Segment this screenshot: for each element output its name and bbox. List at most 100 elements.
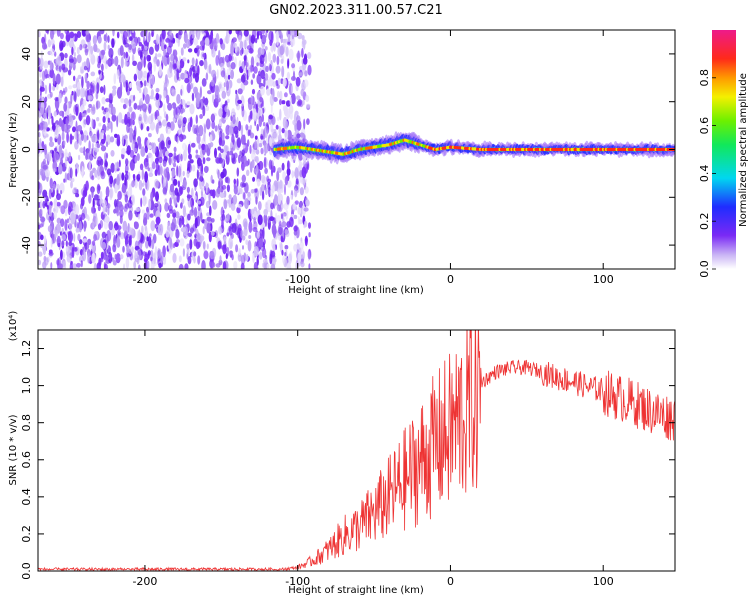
noise-speckle [64,148,68,160]
noise-speckle [296,95,301,101]
noise-speckle [199,45,205,51]
noise-speckle [71,46,74,56]
noise-speckle [198,171,204,178]
noise-speckle [223,145,229,153]
noise-speckle [142,188,146,196]
noise-speckle [61,234,66,241]
noise-speckle [254,140,258,149]
noise-speckle [84,90,88,97]
noise-speckle [193,251,197,257]
noise-speckle [90,131,93,139]
noise-speckle [144,51,149,56]
noise-speckle [180,72,186,80]
noise-speckle [137,105,140,110]
noise-speckle [105,186,110,198]
noise-speckle [289,96,293,107]
noise-speckle [116,236,121,248]
noise-speckle [91,118,94,129]
noise-speckle [251,30,257,39]
noise-speckle [243,192,246,200]
noise-speckle [58,144,63,155]
noise-speckle [284,92,288,98]
noise-speckle [106,230,112,242]
noise-speckle [210,231,215,237]
noise-speckle [226,68,232,75]
colorbar-tick-label: 0.2 [698,212,711,230]
noise-speckle [121,134,125,146]
noise-speckle [159,36,162,47]
noise-speckle [186,194,192,199]
noise-speckle [71,63,75,68]
noise-speckle [171,168,176,178]
noise-speckle [229,250,234,255]
x-tick-label: 100 [593,575,614,588]
noise-speckle [191,164,196,172]
noise-speckle [102,116,106,123]
noise-speckle [53,198,57,210]
noise-speckle [44,169,51,178]
noise-speckle [113,199,118,208]
noise-speckle [177,153,181,161]
noise-speckle [226,213,230,222]
noise-speckle [240,254,246,266]
noise-speckle [297,32,303,40]
noise-speckle [157,53,162,58]
noise-speckle [226,232,230,237]
noise-speckle [44,235,47,244]
noise-speckle [138,142,142,150]
noise-speckle [276,90,281,99]
noise-speckle [116,206,120,217]
y-tick-label: 0.8 [20,414,33,432]
noise-speckle [284,120,289,129]
noise-speckle [201,30,204,35]
noise-speckle [243,49,249,56]
noise-speckle [140,49,143,56]
noise-speckle [287,160,290,171]
noise-speckle [97,62,101,69]
noise-speckle [211,69,217,78]
noise-speckle [83,220,87,232]
noise-speckle [193,238,198,247]
noise-speckle [160,251,164,264]
noise-speckle [122,220,128,232]
spectrogram-x-label: Height of straight line (km) [288,285,424,296]
noise-speckle [153,251,159,259]
noise-speckle [277,193,281,205]
noise-speckle [256,62,259,67]
spectrogram-x-ticks: -200 -100 0 100 [132,30,614,286]
noise-speckle [127,187,132,198]
noise-speckle [217,186,221,195]
noise-speckle [211,179,215,184]
noise-speckle [203,250,209,260]
noise-speckle [98,69,101,75]
noise-speckle [52,73,56,86]
noise-speckle [101,63,104,72]
noise-speckle [256,30,259,40]
noise-speckle [69,133,73,145]
noise-speckle [260,147,264,155]
noise-speckle [105,98,111,103]
noise-speckle [43,112,47,120]
noise-speckle [121,119,125,124]
noise-speckle [175,239,180,244]
noise-speckle [247,240,252,252]
noise-speckle [39,81,43,88]
noise-speckle [61,131,65,141]
noise-speckle [281,127,285,134]
spectrogram-signal-track [272,131,675,165]
noise-speckle [131,30,135,34]
noise-speckle [70,260,73,265]
noise-speckle [165,38,171,43]
noise-speckle [74,140,79,150]
noise-speckle [76,221,80,231]
noise-speckle [140,146,146,157]
noise-speckle [215,33,220,44]
noise-speckle [58,110,65,117]
noise-speckle [257,214,263,226]
noise-speckle [281,249,284,256]
noise-speckle [105,256,110,261]
noise-speckle [275,30,280,41]
noise-speckle [256,103,259,114]
noise-speckle [247,129,250,137]
noise-speckle [290,37,296,47]
